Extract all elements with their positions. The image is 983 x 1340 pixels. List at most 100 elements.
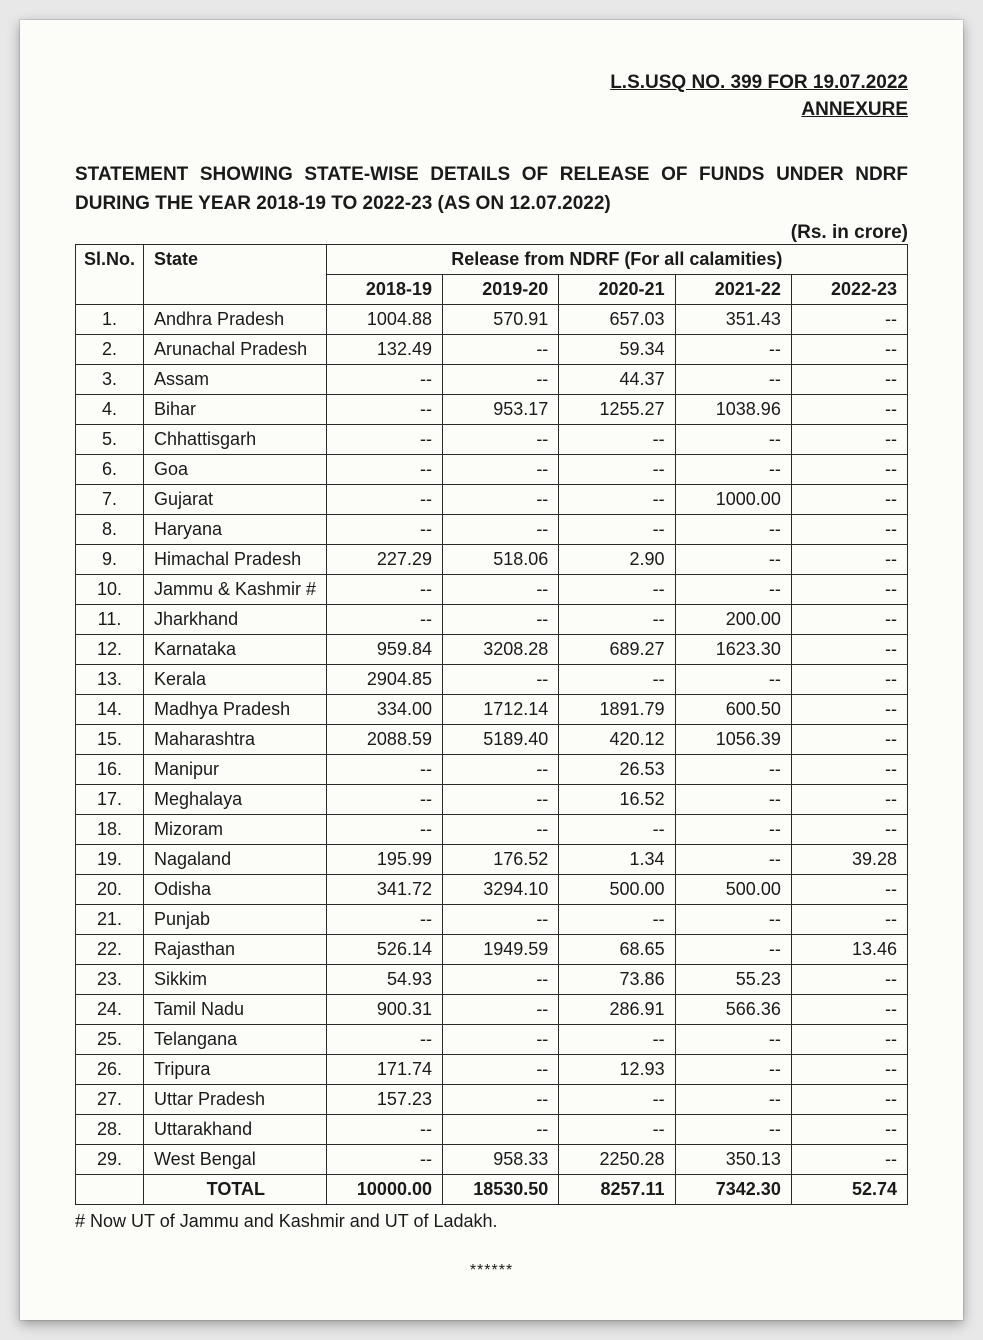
cell-value: 1712.14 [442, 695, 558, 725]
cell-slno: 14. [76, 695, 144, 725]
cell-value: -- [675, 545, 791, 575]
ndrf-table: Sl.No. State Release from NDRF (For all … [75, 244, 908, 1205]
cell-total-value: 52.74 [791, 1175, 907, 1205]
cell-value: 39.28 [791, 845, 907, 875]
col-state-header: State [144, 245, 327, 305]
table-row: 7.Gujarat------1000.00-- [76, 485, 908, 515]
cell-state: Punjab [144, 905, 327, 935]
cell-value: 566.36 [675, 995, 791, 1025]
cell-value: -- [675, 935, 791, 965]
cell-value: 171.74 [326, 1055, 442, 1085]
cell-slno: 25. [76, 1025, 144, 1055]
table-row: 25.Telangana---------- [76, 1025, 908, 1055]
cell-slno: 21. [76, 905, 144, 935]
ref-number: L.S.USQ NO. 399 FOR 19.07.2022 [610, 72, 908, 93]
table-row: 24.Tamil Nadu900.31--286.91566.36-- [76, 995, 908, 1025]
cell-slno: 12. [76, 635, 144, 665]
table-row: 26.Tripura171.74--12.93---- [76, 1055, 908, 1085]
cell-value: -- [675, 335, 791, 365]
table-body: 1.Andhra Pradesh1004.88570.91657.03351.4… [76, 305, 908, 1205]
cell-value: 689.27 [559, 635, 675, 665]
cell-slno: 13. [76, 665, 144, 695]
cell-value: -- [675, 1025, 791, 1055]
document-page: L.S.USQ NO. 399 FOR 19.07.2022 ANNEXURE … [20, 20, 963, 1320]
cell-state: Meghalaya [144, 785, 327, 815]
cell-value: 2250.28 [559, 1145, 675, 1175]
table-row: 23.Sikkim54.93--73.8655.23-- [76, 965, 908, 995]
cell-value: -- [442, 785, 558, 815]
cell-value: -- [675, 815, 791, 845]
cell-value: -- [791, 545, 907, 575]
cell-state: Himachal Pradesh [144, 545, 327, 575]
cell-value: -- [559, 905, 675, 935]
cell-value: -- [442, 515, 558, 545]
col-year-0: 2018-19 [326, 275, 442, 305]
cell-value: -- [791, 815, 907, 845]
cell-value: 1949.59 [442, 935, 558, 965]
cell-value: -- [442, 575, 558, 605]
cell-value: -- [442, 365, 558, 395]
cell-state: Andhra Pradesh [144, 305, 327, 335]
table-row: 14.Madhya Pradesh334.001712.141891.79600… [76, 695, 908, 725]
table-row: 9.Himachal Pradesh227.29518.062.90---- [76, 545, 908, 575]
cell-value: 500.00 [559, 875, 675, 905]
cell-value: 2904.85 [326, 665, 442, 695]
cell-state: West Bengal [144, 1145, 327, 1175]
cell-value: -- [559, 665, 675, 695]
cell-value: -- [442, 665, 558, 695]
cell-value: -- [326, 815, 442, 845]
cell-value: -- [326, 575, 442, 605]
cell-slno: 2. [76, 335, 144, 365]
cell-value: -- [442, 965, 558, 995]
cell-value: 600.50 [675, 695, 791, 725]
table-row: 10.Jammu & Kashmir #---------- [76, 575, 908, 605]
cell-value: -- [442, 455, 558, 485]
table-row: 1.Andhra Pradesh1004.88570.91657.03351.4… [76, 305, 908, 335]
cell-state: Arunachal Pradesh [144, 335, 327, 365]
cell-value: -- [675, 1115, 791, 1145]
cell-value: 44.37 [559, 365, 675, 395]
cell-value: -- [442, 995, 558, 1025]
cell-slno: 19. [76, 845, 144, 875]
cell-value: -- [326, 425, 442, 455]
cell-value: 176.52 [442, 845, 558, 875]
cell-value: -- [326, 905, 442, 935]
table-row: 27.Uttar Pradesh157.23-------- [76, 1085, 908, 1115]
cell-total-value: 10000.00 [326, 1175, 442, 1205]
table-row: 13.Kerala2904.85-------- [76, 665, 908, 695]
cell-slno [76, 1175, 144, 1205]
cell-state: Rajasthan [144, 935, 327, 965]
cell-value: -- [326, 515, 442, 545]
cell-total-label: TOTAL [144, 1175, 327, 1205]
cell-value: -- [442, 815, 558, 845]
cell-state: Karnataka [144, 635, 327, 665]
cell-value: -- [442, 1025, 558, 1055]
cell-value: -- [326, 455, 442, 485]
cell-value: -- [791, 335, 907, 365]
cell-state: Goa [144, 455, 327, 485]
table-row: 5.Chhattisgarh---------- [76, 425, 908, 455]
cell-value: 2088.59 [326, 725, 442, 755]
cell-slno: 7. [76, 485, 144, 515]
cell-value: -- [326, 1115, 442, 1145]
cell-value: -- [442, 335, 558, 365]
cell-value: -- [791, 785, 907, 815]
cell-state: Bihar [144, 395, 327, 425]
cell-state: Jammu & Kashmir # [144, 575, 327, 605]
cell-value: 1000.00 [675, 485, 791, 515]
cell-value: -- [675, 1085, 791, 1115]
units-label: (Rs. in crore) [75, 222, 908, 244]
cell-value: -- [326, 755, 442, 785]
cell-state: Sikkim [144, 965, 327, 995]
table-row: 22.Rajasthan526.141949.5968.65--13.46 [76, 935, 908, 965]
cell-value: -- [559, 1085, 675, 1115]
cell-slno: 10. [76, 575, 144, 605]
cell-value: 59.34 [559, 335, 675, 365]
table-row: 6.Goa---------- [76, 455, 908, 485]
cell-value: -- [675, 665, 791, 695]
cell-value: 500.00 [675, 875, 791, 905]
cell-value: -- [559, 485, 675, 515]
cell-value: 200.00 [675, 605, 791, 635]
table-row: 21.Punjab---------- [76, 905, 908, 935]
cell-value: 3208.28 [442, 635, 558, 665]
